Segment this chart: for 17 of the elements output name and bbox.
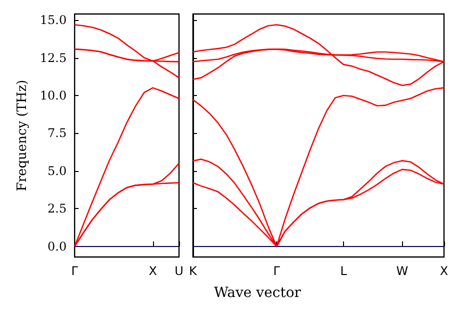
y-tick-label: 15.0 xyxy=(40,13,67,28)
x-tick-label: W xyxy=(396,264,408,278)
y-tick-label: 10.0 xyxy=(40,88,67,103)
x-tick-label: L xyxy=(340,264,348,278)
y-tick-label: 5.0 xyxy=(48,164,67,178)
x-tick-label: U xyxy=(174,264,184,278)
x-tick-label: Γ xyxy=(71,264,78,278)
y-tick-label: 7.5 xyxy=(48,126,67,140)
x-tick-label: X xyxy=(440,264,448,278)
x-tick-label: X xyxy=(148,264,158,278)
y-tick-label: 2.5 xyxy=(48,202,67,216)
y-axis-title: Frequency (THz) xyxy=(15,80,30,192)
x-tick-label: Γ xyxy=(273,264,280,278)
y-tick-label: 0.0 xyxy=(48,239,67,254)
x-tick-label: K xyxy=(188,264,198,278)
x-axis-title: Wave vector xyxy=(214,285,302,301)
y-tick-label: 12.5 xyxy=(40,50,67,65)
